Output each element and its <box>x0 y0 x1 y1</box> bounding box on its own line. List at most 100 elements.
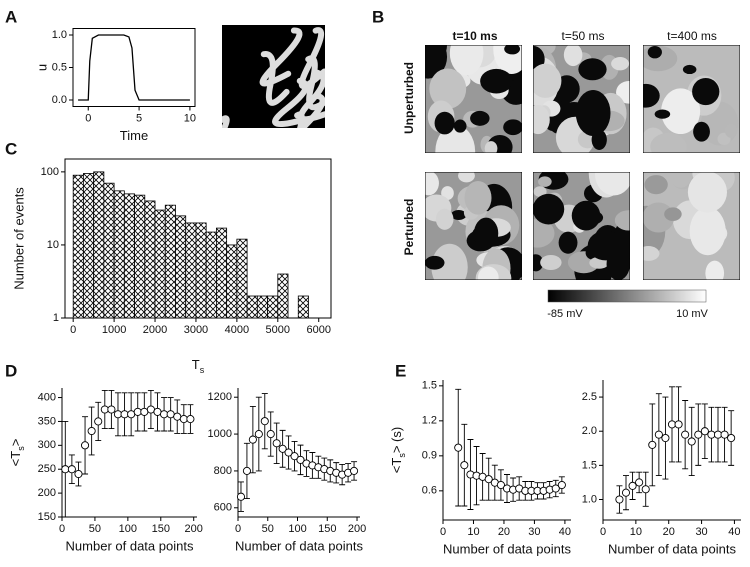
y-tick-label: 1 <box>53 312 59 324</box>
histogram-bar <box>205 231 217 319</box>
blob <box>682 64 697 75</box>
colorbar-label: 10 mV <box>676 308 708 320</box>
time-label: t=10 ms <box>452 29 497 43</box>
blob <box>614 210 630 231</box>
blob <box>458 172 475 183</box>
blob <box>434 111 455 135</box>
x-tick-label: 5 <box>136 112 142 124</box>
histogram-bar <box>144 200 156 319</box>
data-point <box>681 430 690 439</box>
data-point <box>113 410 123 419</box>
data-point <box>266 430 275 439</box>
histogram-bar <box>113 190 125 319</box>
x-tick-label: 0 <box>85 112 91 124</box>
data-point <box>557 480 566 490</box>
y-tick-label: 250 <box>38 463 56 475</box>
data-point <box>133 407 142 416</box>
x-tick-label: 100 <box>288 523 306 535</box>
blob <box>533 219 555 248</box>
y-tick-label: 100 <box>41 166 59 178</box>
data-point <box>648 440 657 449</box>
axis-label-part: s <box>200 365 205 375</box>
histogram-bar <box>103 182 115 319</box>
axis-label: Number of data points <box>235 538 363 553</box>
x-tick-label: 3000 <box>184 324 208 336</box>
axis-label: <Ts> (s) <box>389 427 407 473</box>
blob <box>693 121 710 142</box>
axis-label-part: <T <box>389 458 404 474</box>
y-tick-label: 300 <box>38 439 56 451</box>
axis-label-part: > (s) <box>389 427 404 453</box>
data-point <box>641 485 650 494</box>
image <box>643 172 740 280</box>
axis-label-part: s <box>397 453 407 458</box>
data-point <box>628 481 637 490</box>
blob <box>654 109 671 119</box>
image <box>425 45 522 153</box>
blob <box>450 210 467 220</box>
histogram-bar <box>154 209 166 319</box>
blob <box>540 254 562 271</box>
y-tick-label: 0.0 <box>52 94 67 106</box>
histogram-bar <box>277 273 289 319</box>
row-label: Unperturbed <box>402 62 416 134</box>
wave-stripe <box>222 115 230 128</box>
image <box>425 172 522 280</box>
blob <box>480 68 513 94</box>
data-point <box>74 469 83 479</box>
x-tick-label: 20 <box>498 526 510 538</box>
blob <box>563 45 583 67</box>
blob <box>571 200 601 231</box>
axis-label: Number of data points <box>66 538 194 553</box>
x-tick-label: 5000 <box>266 324 290 336</box>
x-tick-label: 200 <box>348 523 366 535</box>
data-point <box>278 444 287 453</box>
axis-label: Time <box>120 128 148 143</box>
y-tick-label: 800 <box>214 465 232 477</box>
x-tick-label: 10 <box>467 526 479 538</box>
blob <box>669 172 693 188</box>
blob <box>435 208 454 230</box>
y-tick-label: 600 <box>214 502 232 514</box>
blob <box>533 63 562 98</box>
x-tick-label: 150 <box>152 523 170 535</box>
histogram-bar <box>185 222 197 319</box>
histogram-bar <box>123 193 135 319</box>
histogram-bar <box>175 215 187 319</box>
panel-label: B <box>372 7 384 26</box>
axis-label: Ts <box>192 357 205 375</box>
x-tick-label: 40 <box>728 526 740 538</box>
histogram-bar <box>93 171 105 319</box>
axis-label-part: T <box>192 357 200 372</box>
data-point <box>80 441 90 450</box>
blob <box>538 176 552 187</box>
blob <box>595 172 630 196</box>
data-point <box>254 430 263 439</box>
colorbar-label: -85 mV <box>547 308 583 320</box>
data-point <box>236 492 246 501</box>
axis-label-part: s <box>16 446 26 451</box>
blob <box>449 45 484 76</box>
histogram-bar <box>195 222 207 319</box>
panel-label: A <box>5 7 17 26</box>
x-tick-label: 10 <box>630 526 642 538</box>
data-point <box>654 430 663 439</box>
histogram-bar <box>246 295 258 319</box>
data-point <box>173 412 182 421</box>
x-tick-label: 2000 <box>143 324 167 336</box>
wave-stripe <box>260 51 290 106</box>
blob <box>643 246 660 261</box>
blob <box>470 110 490 126</box>
blob <box>661 88 701 135</box>
data-point <box>700 427 709 436</box>
data-point <box>272 439 281 448</box>
axis-label: <Ts> <box>8 439 26 467</box>
data-point <box>296 455 305 464</box>
colorbar <box>547 289 707 303</box>
histogram-bar <box>72 174 84 319</box>
histogram-bar <box>297 295 309 319</box>
data-point <box>667 420 677 429</box>
image <box>222 25 325 128</box>
wave-stripe <box>297 69 325 123</box>
